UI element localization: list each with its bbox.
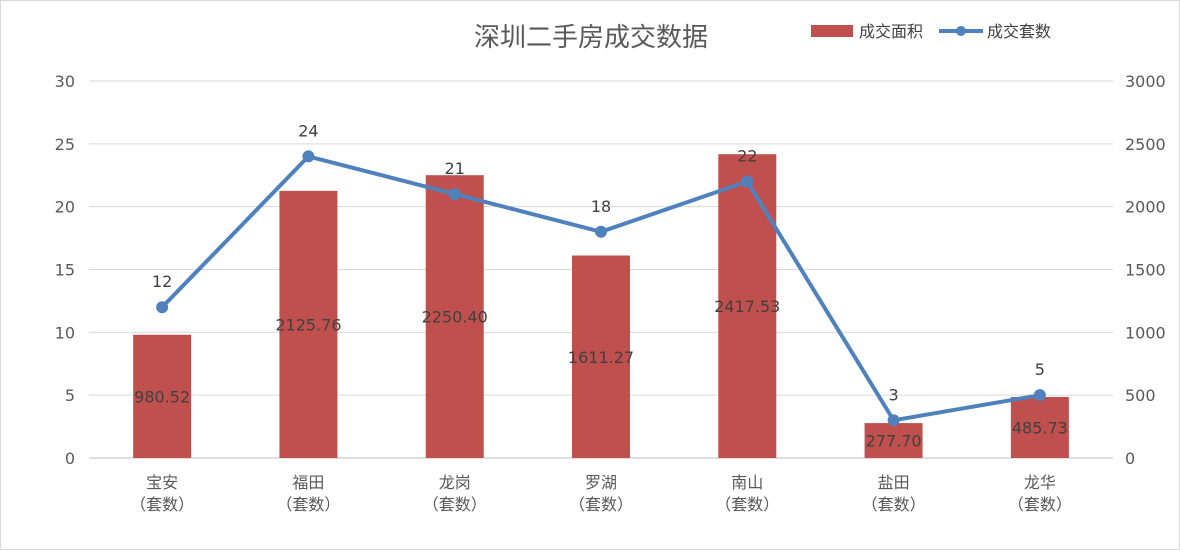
line-point [1033, 389, 1046, 402]
left-tick-label: 30 [55, 72, 75, 91]
bar [864, 423, 923, 458]
category-label: 宝安 [146, 473, 178, 492]
category-sublabel: （套数） [276, 495, 340, 514]
right-tick-label: 1000 [1125, 323, 1166, 342]
line-point [887, 414, 900, 427]
right-tick-label: 2500 [1125, 135, 1166, 154]
right-tick-label: 500 [1125, 386, 1156, 405]
left-tick-label: 10 [55, 323, 75, 342]
line-value-label: 24 [298, 121, 318, 140]
right-tick-label: 0 [1125, 449, 1135, 468]
left-tick-label: 15 [55, 261, 75, 280]
category-sublabel: （套数） [715, 495, 779, 514]
bar-value-label: 485.73 [1012, 418, 1068, 437]
line-value-label: 5 [1035, 360, 1045, 379]
line-point [302, 150, 315, 163]
bar-value-label: 2250.40 [422, 308, 488, 327]
line-point [156, 301, 169, 314]
category-label: 福田 [292, 473, 324, 492]
bar [1010, 396, 1069, 458]
bar-series [133, 154, 1069, 458]
line-value-label: 18 [591, 197, 611, 216]
left-tick-label: 5 [65, 386, 75, 405]
bar-data-labels: 980.52 2125.76 2250.40 1611.27 2417.53 277.70… [134, 297, 1068, 450]
category-axis-labels: 宝安 （套数） 福田 （套数） 龙岗 （套数） 罗湖 （套数） 南山 （套数） 盐田 （套数） 龙华 （套… [130, 473, 1072, 514]
bar [718, 154, 777, 458]
category-label: 南山 [731, 473, 763, 492]
bar-value-label: 1611.27 [568, 348, 634, 367]
line-value-label: 22 [737, 147, 757, 166]
right-tick-label: 3000 [1125, 72, 1166, 91]
category-sublabel: （套数） [569, 495, 633, 514]
legend-line-label: 成交套数 [987, 22, 1051, 41]
bar-value-label: 980.52 [134, 387, 190, 406]
line-point [448, 188, 461, 201]
bar [425, 175, 484, 458]
bar [572, 255, 630, 458]
legend: 成交面积 成交套数 [811, 22, 1051, 41]
category-sublabel: （套数） [130, 495, 194, 514]
category-label: 罗湖 [585, 473, 617, 492]
left-tick-label: 20 [55, 198, 75, 217]
chart-title: 深圳二手房成交数据 [474, 23, 708, 53]
category-sublabel: （套数） [1008, 495, 1072, 514]
left-tick-label: 0 [65, 449, 75, 468]
category-label: 龙华 [1024, 473, 1056, 492]
right-tick-label: 2000 [1125, 198, 1166, 217]
line-point [741, 175, 754, 188]
bar-value-label: 2125.76 [275, 315, 341, 334]
category-sublabel: （套数） [862, 495, 926, 514]
legend-bar-swatch [811, 25, 853, 37]
line-value-label: 21 [445, 159, 465, 178]
legend-bar-label: 成交面积 [859, 22, 923, 41]
right-axis-ticks: 0 500 1000 1500 2000 2500 3000 [1125, 72, 1166, 468]
line-data-labels: 12 24 21 18 22 3 5 [152, 121, 1045, 404]
bar [133, 334, 192, 458]
bar [279, 190, 338, 458]
line-value-label: 3 [888, 385, 898, 404]
left-tick-label: 25 [55, 135, 75, 154]
bar-value-label: 277.70 [866, 432, 922, 451]
line-series [156, 150, 1046, 427]
category-sublabel: （套数） [423, 495, 487, 514]
line-point [595, 225, 607, 238]
category-label: 盐田 [878, 473, 910, 492]
left-axis-ticks: 0 5 10 15 20 25 30 [55, 72, 75, 468]
category-label: 龙岗 [439, 473, 471, 492]
line-value-label: 12 [152, 272, 172, 291]
bar-value-label: 2417.53 [714, 297, 780, 316]
legend-line-marker [956, 26, 966, 36]
right-tick-label: 1500 [1125, 261, 1166, 280]
